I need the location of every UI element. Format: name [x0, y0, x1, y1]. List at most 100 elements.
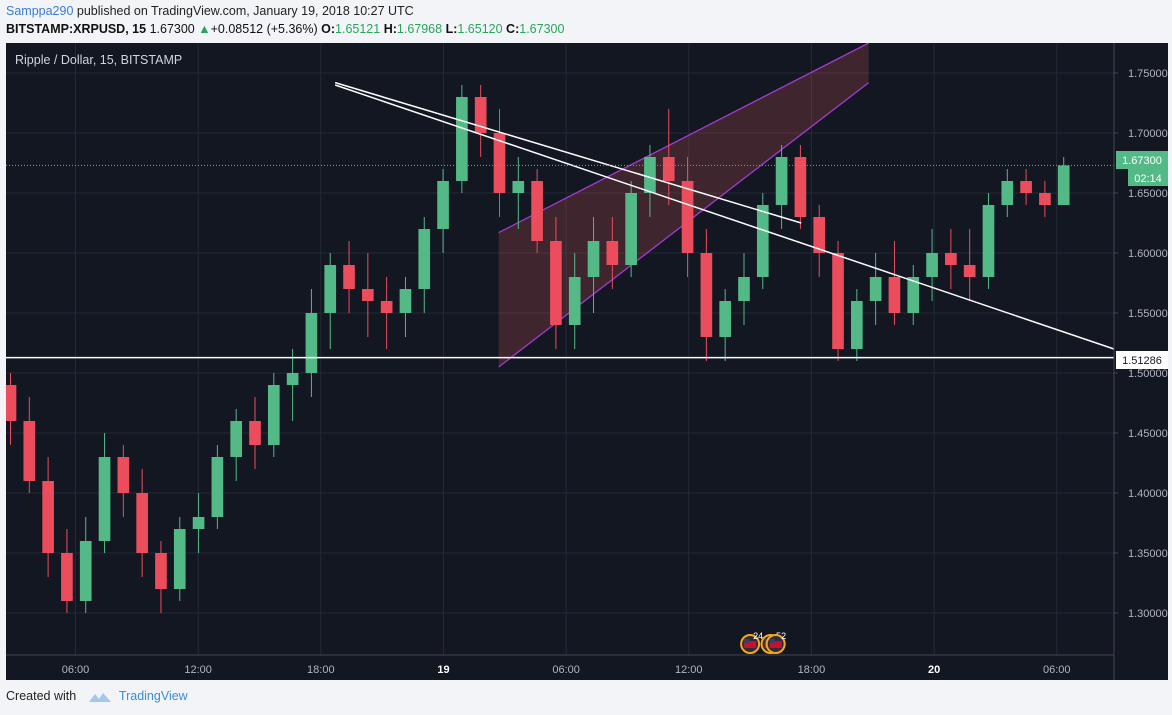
candle-body: [98, 457, 111, 541]
support-price-tag: [1116, 351, 1168, 369]
candle-body: [362, 289, 374, 301]
candle-body: [625, 193, 637, 265]
candle-body: [155, 553, 167, 589]
x-tick-label: 06:00: [62, 664, 90, 676]
candle-body: [832, 253, 844, 349]
y-tick-label: 1.40000: [1128, 488, 1168, 500]
flag-canton: [744, 639, 750, 643]
candle-body: [982, 205, 995, 277]
y-tick-label: 1.50000: [1128, 368, 1168, 380]
tradingview-link[interactable]: TradingView: [118, 689, 188, 703]
time-axis[interactable]: 06:00 12:00 18:00 19 06:00 12:00 18:00 20 06:00: [62, 664, 1071, 676]
candle-body: [79, 541, 92, 601]
candle-body: [813, 217, 826, 253]
ohlc-bar: BITSTAMP:XRPUSD, 15 1.67300 ▲+0.08512 (+…: [6, 22, 564, 36]
publish-info: Samppa290 published on TradingView.com, …: [6, 4, 414, 18]
low-label: L:: [445, 22, 458, 36]
candle-body: [230, 421, 243, 457]
x-tick-label: 06:00: [552, 664, 580, 676]
high-label: H:: [383, 22, 397, 36]
y-tick-label: 1.35000: [1128, 548, 1168, 560]
candle-body: [437, 181, 449, 229]
candle-body: [267, 385, 280, 445]
candle-body: [1020, 181, 1032, 193]
candle-body: [136, 493, 148, 553]
candle-body: [662, 157, 675, 181]
created-with-text: Created with: [6, 689, 77, 703]
candle-body: [173, 529, 186, 589]
open-value: 1.65121: [335, 22, 381, 36]
trend-lines[interactable]: [6, 81, 1115, 359]
candle-body: [568, 277, 581, 325]
y-tick-label: 1.75000: [1128, 68, 1168, 80]
arrow-up-icon: ▲: [198, 22, 211, 36]
candle-body: [794, 157, 807, 217]
y-tick-label: 1.65000: [1128, 188, 1168, 200]
candle-body: [324, 265, 337, 313]
symbol-label: BITSTAMP:XRPUSD, 15: [6, 22, 147, 36]
high-value: 1.67968: [396, 22, 443, 36]
trend-line: [334, 81, 802, 224]
x-tick-label: 12:00: [184, 664, 212, 676]
candle-body: [606, 241, 619, 265]
candle-body: [550, 241, 562, 325]
candle-body: [305, 313, 318, 373]
candle-body: [399, 289, 412, 313]
current-price-tag: [1116, 151, 1168, 169]
candle-body: [211, 457, 224, 517]
last-price: 1.67300: [149, 22, 195, 36]
candle-body: [456, 97, 468, 181]
x-tick-label: 20: [928, 664, 940, 676]
flag-canton: [769, 639, 775, 643]
price-axis[interactable]: 1.30000 1.35000 1.40000 1.45000 1.50000 1.550…: [1114, 68, 1168, 620]
candle-body: [1001, 181, 1014, 205]
candles: [6, 85, 1070, 613]
candle-body: [418, 229, 431, 289]
published-text: published on TradingView.com, January 19…: [76, 4, 414, 18]
support-price-label: 1.51286: [1122, 355, 1162, 367]
candle-body: [1039, 193, 1051, 205]
candle-body: [888, 277, 901, 313]
y-tick-label: 1.30000: [1128, 608, 1168, 620]
low-value: 1.65120: [457, 22, 503, 36]
candle-body: [719, 301, 732, 337]
candle-body: [644, 157, 656, 193]
price-chart[interactable]: 1.30000 1.35000 1.40000 1.45000 1.50000 1.550…: [6, 43, 1168, 680]
candle-body: [945, 253, 957, 265]
candle-body: [512, 181, 525, 193]
economic-events[interactable]: 2452: [740, 631, 786, 654]
candle-body: [869, 277, 882, 301]
candle-body: [738, 277, 750, 301]
candle-body: [249, 421, 261, 445]
candle-body: [286, 373, 299, 385]
candle-body: [474, 97, 487, 133]
candle-body: [117, 457, 130, 493]
close-value: 1.67300: [519, 22, 565, 36]
event-count-badge: 24: [753, 631, 763, 641]
candle-body: [343, 265, 355, 289]
close-label: C:: [506, 22, 520, 36]
candle-body: [6, 385, 17, 421]
candle-body: [23, 421, 36, 481]
candle-body: [850, 301, 863, 349]
candle-body: [775, 157, 788, 205]
candle-body: [531, 181, 543, 241]
event-count-badge: 2: [781, 631, 786, 641]
chart-title: Ripple / Dollar, 15, BITSTAMP: [15, 53, 182, 67]
x-tick-label: 19: [437, 664, 449, 676]
countdown-label: 02:14: [1134, 173, 1162, 185]
chart-background: [6, 43, 1168, 680]
time-axis-background: [6, 655, 1168, 680]
author-link[interactable]: Samppa290: [6, 4, 74, 18]
candle-body: [61, 553, 73, 601]
countdown-tag: [1128, 169, 1168, 186]
price-labels: 1.67300 02:14 1.51286: [1116, 151, 1168, 369]
flag-stripe: [769, 641, 782, 648]
candle-body: [700, 253, 713, 337]
flag-stripe: [744, 641, 757, 648]
y-tick-label: 1.60000: [1128, 248, 1168, 260]
tradingview-logo-icon: [88, 692, 111, 702]
y-tick-label: 1.70000: [1128, 128, 1168, 140]
candle-body: [42, 481, 54, 553]
candle-body: [907, 277, 920, 313]
